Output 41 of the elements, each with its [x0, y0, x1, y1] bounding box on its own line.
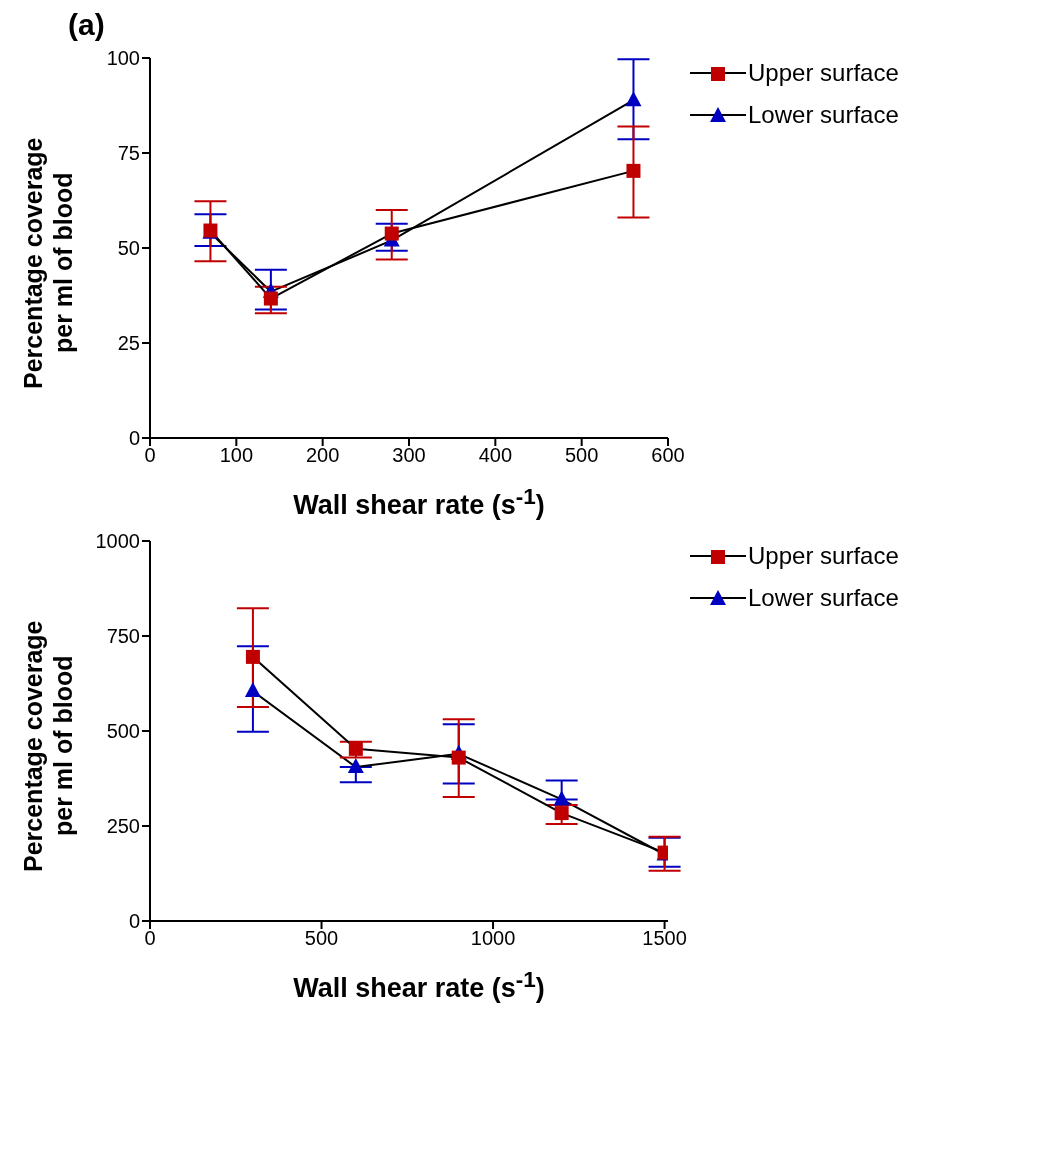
x-tick-label: 1000 — [470, 927, 516, 950]
legend-label: Lower surface — [748, 584, 899, 612]
point — [263, 291, 278, 306]
x-axis-title: Wall shear rate (s$^{-1}$) — [292, 484, 546, 521]
y-tick-label: 0 — [128, 427, 140, 450]
point — [348, 741, 363, 756]
x-tick-label: 100 — [219, 444, 254, 467]
x-tick-label: 200 — [305, 444, 340, 467]
x-tick-label: 400 — [478, 444, 513, 467]
y-tick-label: 750 — [106, 625, 140, 648]
y-tick-label: 0 — [128, 910, 140, 933]
y-tick-label: 500 — [106, 720, 140, 743]
point — [451, 750, 466, 765]
point — [553, 790, 570, 806]
chart-title: (a) — [67, 8, 106, 43]
x-axis-title: Wall shear rate (s$^{-1}$) — [292, 967, 546, 1004]
y-tick-label: 50 — [117, 237, 140, 260]
x-tick-label: 0 — [144, 444, 156, 467]
y-tick-label: 25 — [117, 332, 140, 355]
point — [347, 758, 364, 774]
y-axis-title: Percentage coverage per ml of blood — [18, 136, 78, 391]
x-tick-label: 600 — [651, 444, 685, 467]
y-tick-label: 100 — [106, 47, 140, 70]
x-tick-label: 300 — [392, 444, 426, 467]
x-tick-label: 0 — [144, 927, 156, 950]
legend-label: Upper surface — [748, 59, 899, 87]
point — [245, 649, 260, 664]
legend-label: Upper surface — [748, 542, 899, 570]
x-tick-label: 500 — [564, 444, 599, 467]
x-tick-label: 500 — [304, 927, 339, 950]
y-tick-label: 1000 — [95, 530, 140, 553]
y-tick-label: 250 — [106, 815, 140, 838]
point — [626, 163, 641, 178]
point — [554, 806, 569, 821]
point — [384, 226, 399, 241]
point — [244, 682, 261, 698]
point — [625, 91, 642, 107]
y-tick-label: 75 — [117, 142, 140, 165]
y-axis-title: Percentage coverage per ml of blood — [18, 619, 78, 874]
x-tick-label: 1500 — [642, 927, 687, 950]
legend-label: Lower surface — [748, 101, 899, 129]
